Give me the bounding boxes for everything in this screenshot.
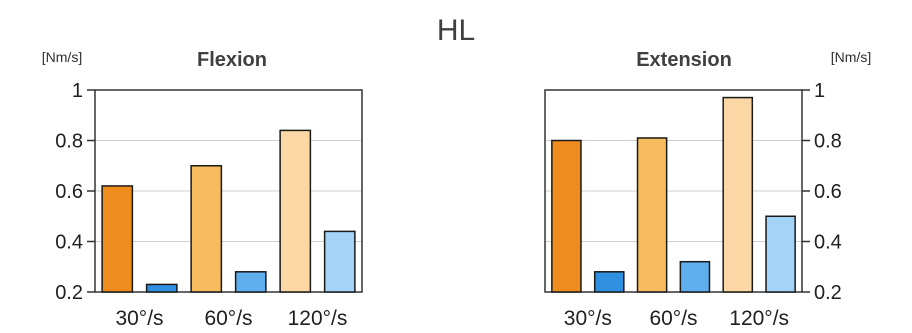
extension-ytick-label: 1 <box>814 80 825 102</box>
extension-category-label: 30°/s <box>564 307 612 330</box>
extension-category-label: 60°/s <box>649 307 697 330</box>
extension-panel: Extension [Nm/s] 0.2 0.4 0.6 0.8 1 30°/s 60°/s 12… <box>544 49 871 330</box>
flexion-ytick-label: 1 <box>72 80 83 102</box>
extension-unit-label: [Nm/s] <box>831 49 871 65</box>
extension-category-label: 120°/s <box>729 307 789 330</box>
main-title: HL <box>437 14 475 47</box>
extension-bar <box>593 271 625 293</box>
flexion-bar <box>190 165 223 293</box>
flexion-ytick-label: 0.2 <box>55 282 83 304</box>
flexion-ytick-label: 0.8 <box>55 131 83 153</box>
flexion-title: Flexion <box>197 49 267 71</box>
extension-plot-frame <box>544 89 803 293</box>
flexion-bar <box>323 230 356 293</box>
extension-title: Extension <box>636 49 732 71</box>
flexion-unit-label: [Nm/s] <box>42 49 82 65</box>
flexion-plot-frame <box>94 89 363 293</box>
flexion-category-label: 30°/s <box>115 307 163 330</box>
extension-ytick-label: 0.2 <box>814 282 842 304</box>
extension-ytick-label: 0.4 <box>814 232 842 254</box>
extension-bar <box>722 96 754 293</box>
extension-ytick-label: 0.8 <box>814 131 842 153</box>
flexion-bar <box>101 185 134 293</box>
extension-bar <box>765 215 796 293</box>
flexion-bar <box>145 283 178 293</box>
flexion-bar <box>279 129 312 293</box>
flexion-panel: Flexion [Nm/s] 0.2 0.4 0.6 0.8 1 30°/s 60°/s 120°… <box>42 49 363 330</box>
extension-bar <box>636 137 668 293</box>
extension-ytick-label: 0.6 <box>814 181 842 203</box>
extension-bar <box>679 260 711 293</box>
flexion-category-label: 120°/s <box>288 307 348 330</box>
extension-bar <box>551 139 582 293</box>
flexion-category-label: 60°/s <box>204 307 252 330</box>
flexion-bar <box>234 271 267 293</box>
flexion-ytick-label: 0.4 <box>55 232 83 254</box>
flexion-ytick-label: 0.6 <box>55 181 83 203</box>
